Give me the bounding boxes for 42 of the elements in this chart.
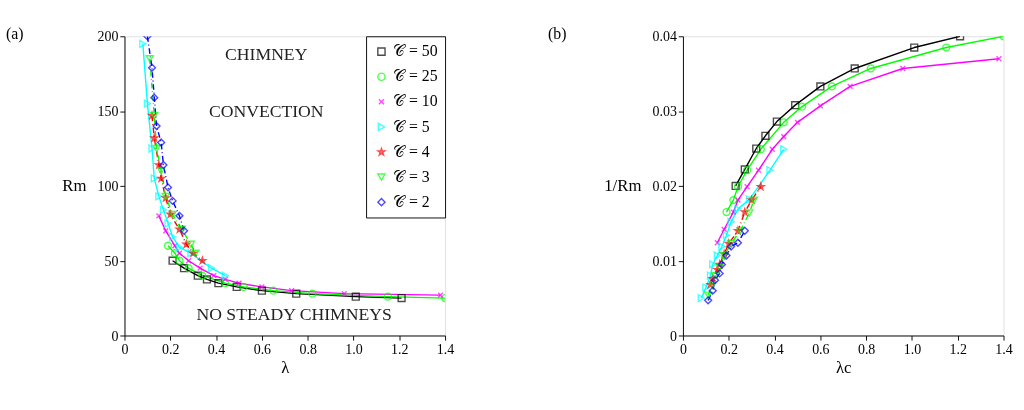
y-tick-label: 0 — [111, 328, 119, 344]
annotation: CONVECTION — [208, 100, 324, 121]
y-tick-label: 0.02 — [652, 179, 677, 195]
y-tick-label: 200 — [97, 29, 119, 45]
y-tick-label: 50 — [104, 253, 119, 269]
y-tick-label: 0.04 — [652, 29, 677, 45]
x-tick-label: 1.0 — [345, 341, 363, 357]
x-tick-label: 1.2 — [949, 341, 967, 357]
x-tick-label: 0.4 — [207, 341, 226, 357]
legend-label: 𝒞 = 10 — [393, 92, 438, 110]
legend-label: 𝒞 = 25 — [393, 67, 438, 85]
annotation: CHIMNEY — [225, 43, 308, 64]
y-tick-label: 150 — [97, 104, 119, 120]
x-axis-title: λc — [835, 358, 852, 378]
legend-label: 𝒞 = 4 — [393, 142, 430, 160]
y-tick-label: 0.03 — [652, 104, 677, 120]
x-tick-label: 0.2 — [162, 341, 180, 357]
x-tick-label: 0 — [121, 341, 129, 357]
chart-title: (a) — [6, 25, 24, 44]
annotation: NO STEADY CHIMNEYS — [196, 304, 392, 325]
y-tick-label: 0.01 — [652, 253, 677, 269]
legend-label: 𝒞 = 5 — [393, 117, 430, 135]
y-axis-title: Rm — [62, 176, 87, 196]
x-tick-label: 0.8 — [299, 341, 317, 357]
x-tick-label: 1.4 — [436, 341, 455, 357]
y-tick-label: 0 — [669, 328, 677, 344]
x-tick-label: 0 — [679, 341, 687, 357]
legend-label: 𝒞 = 2 — [393, 192, 430, 210]
x-tick-label: 0.6 — [253, 341, 272, 357]
x-tick-label: 0.4 — [766, 341, 784, 357]
x-tick-label: 1.0 — [903, 341, 922, 357]
x-tick-label: 0.2 — [720, 341, 738, 357]
y-tick-label: 100 — [97, 179, 119, 195]
x-axis-title: λ — [281, 358, 291, 378]
y-axis-title: 1/Rm — [604, 176, 642, 196]
x-tick-label: 0.6 — [812, 341, 830, 357]
legend-label: 𝒞 = 3 — [393, 167, 430, 185]
legend-label: 𝒞 = 50 — [393, 42, 438, 60]
x-tick-label: 1.2 — [391, 341, 409, 357]
x-tick-label: 0.8 — [857, 341, 876, 357]
x-tick-label: 1.4 — [995, 341, 1013, 357]
text: (b) — [548, 25, 567, 44]
